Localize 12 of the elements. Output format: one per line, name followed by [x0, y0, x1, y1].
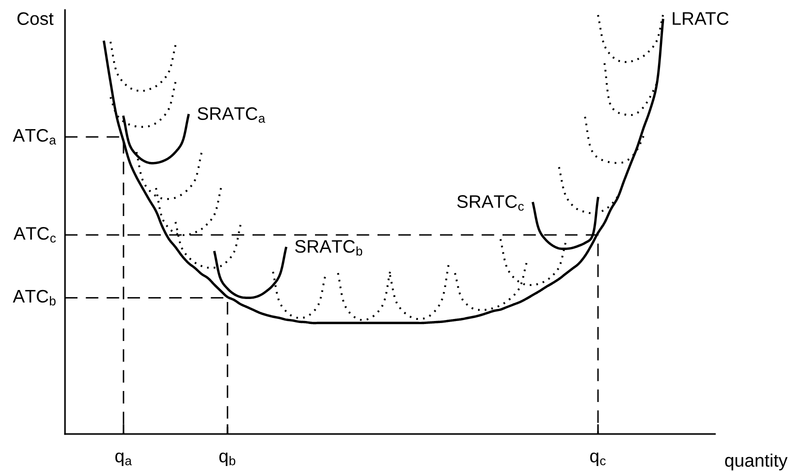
series-label: ATC$_{a}$ — [12, 128, 56, 145]
x-tick-label: q$_{b}$ — [219, 452, 236, 466]
series-label: SRATC$_{c}$ — [457, 195, 524, 211]
y-axis-title: Cost — [17, 12, 54, 26]
x-axis-title: quantity — [725, 454, 788, 470]
series-label: SRATC$_{b}$ — [295, 240, 362, 256]
series-label: ATC$_{c}$ — [14, 227, 56, 243]
x-tick-label: q$_{a}$ — [115, 452, 132, 466]
series-label: LRATC — [672, 12, 729, 25]
series-label: SRATC$_{a}$ — [198, 107, 266, 123]
x-tick-label: q$_{c}$ — [590, 452, 606, 466]
series-label: ATC$_{b}$ — [12, 290, 56, 306]
